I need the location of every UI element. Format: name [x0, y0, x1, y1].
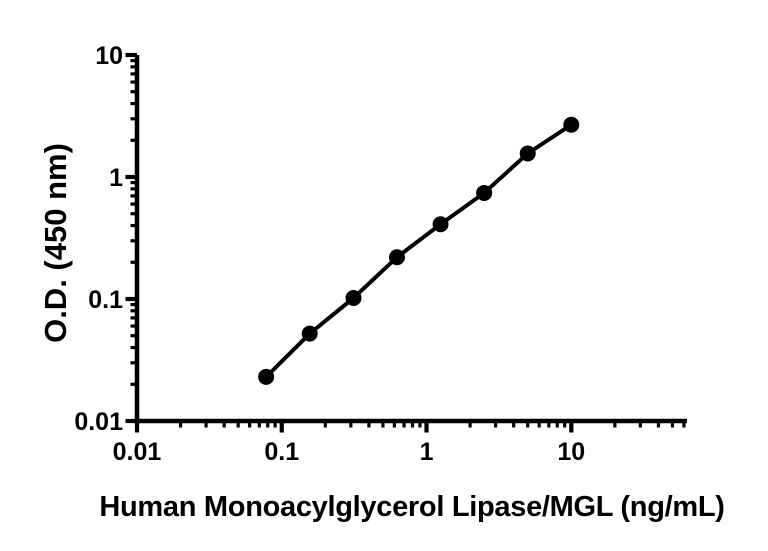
- data-point-marker: [432, 216, 449, 233]
- data-point-marker: [519, 145, 536, 162]
- data-point-marker: [563, 116, 580, 133]
- y-axis-tick-label: 1: [109, 164, 123, 192]
- y-axis-tick-label: 0.1: [88, 286, 123, 314]
- data-point-marker: [258, 368, 275, 385]
- data-point-marker: [301, 325, 318, 342]
- y-axis-tick-label: 10: [95, 42, 123, 70]
- standard-curve-line: [264, 123, 573, 379]
- x-axis-tick-label: 0.01: [113, 438, 162, 466]
- x-axis-tick-label: 0.1: [264, 438, 299, 466]
- x-axis-tick-label: 1: [420, 438, 434, 466]
- x-axis-title: Human Monoacylglycerol Lipase/MGL (ng/mL…: [99, 491, 725, 523]
- data-point-marker: [388, 249, 405, 266]
- x-axis-tick-label: 10: [557, 438, 585, 466]
- y-axis-tick-label: 0.01: [74, 408, 123, 436]
- data-point-marker: [476, 184, 493, 201]
- y-axis-title: O.D. (450 nm): [38, 143, 73, 343]
- data-point-marker: [345, 289, 362, 306]
